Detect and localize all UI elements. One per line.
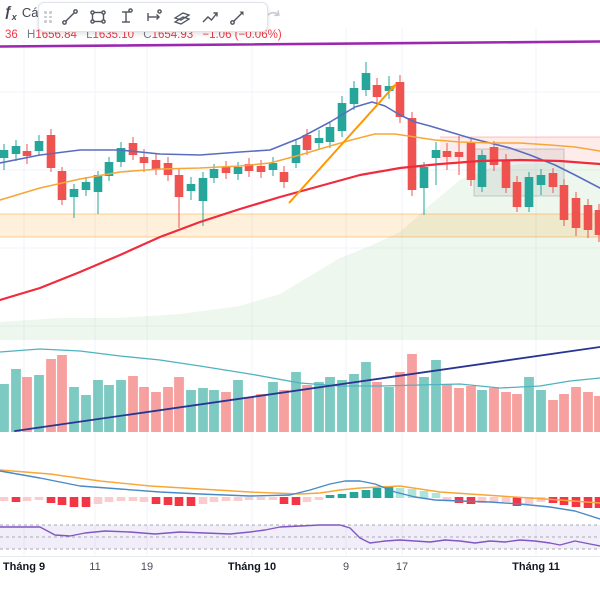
macd-histogram — [0, 487, 600, 508]
parallel-channel-tool-button[interactable] — [169, 5, 195, 29]
price-range-tool-button[interactable] — [113, 5, 139, 29]
candlestick-series — [0, 62, 600, 242]
x-axis[interactable]: Tháng 9 11 19 Tháng 10 9 17 Tháng 11 — [0, 556, 600, 579]
macd-lines — [0, 469, 600, 520]
parallel-channel-icon — [173, 12, 191, 25]
rsi-line — [0, 524, 600, 547]
high-value: 1656.84 — [35, 29, 77, 41]
x-axis-tick: 19 — [140, 561, 154, 573]
rectangle-tool-button[interactable] — [85, 5, 111, 29]
trend-line-icon — [62, 9, 78, 25]
polyline-arrow-icon — [202, 12, 218, 23]
drawn-trendline — [288, 83, 397, 204]
high-label: H — [27, 29, 36, 41]
volume-series — [0, 354, 600, 432]
low-label: L — [86, 29, 93, 41]
trend-arrow-icon — [230, 11, 244, 25]
volume-ma-line — [0, 348, 600, 389]
price-range-icon — [122, 8, 133, 23]
ohlc-legend[interactable]: 36 H1656.84 L1635.10 C1654.93 −1.06 (−0.… — [2, 29, 285, 41]
low-value: 1635.10 — [92, 29, 135, 41]
polyline-arrow-tool-button[interactable] — [197, 5, 223, 29]
change-value: −1.06 (−0.06%) — [202, 29, 282, 41]
trend-arrow-tool-button[interactable] — [225, 5, 251, 29]
date-range-icon — [147, 9, 162, 21]
drag-handle-icon[interactable] — [44, 11, 52, 23]
price-zones — [0, 136, 600, 340]
fx-icon: ƒx — [4, 3, 17, 22]
rectangle-icon — [90, 10, 106, 24]
date-range-tool-button[interactable] — [141, 5, 167, 29]
top-toolbar: ƒx Các — [0, 0, 600, 32]
close-label: C — [143, 29, 152, 41]
drawing-toolbar — [38, 2, 268, 32]
x-axis-tick: Tháng 10 — [227, 561, 277, 573]
rsi-pane — [0, 524, 600, 550]
close-value: 1654.93 — [151, 29, 194, 41]
x-axis-tick: Tháng 9 — [2, 561, 46, 573]
x-axis-tick: Tháng 11 — [512, 561, 560, 573]
x-axis-tick: 11 — [89, 561, 101, 573]
x-axis-tick: 9 — [342, 561, 350, 573]
open-value-fragment: 36 — [5, 29, 18, 41]
x-axis-tick: 17 — [395, 561, 409, 573]
purple-trend-line — [0, 40, 600, 48]
volume-trend-line — [14, 346, 600, 432]
trend-line-tool-button[interactable] — [57, 5, 83, 29]
